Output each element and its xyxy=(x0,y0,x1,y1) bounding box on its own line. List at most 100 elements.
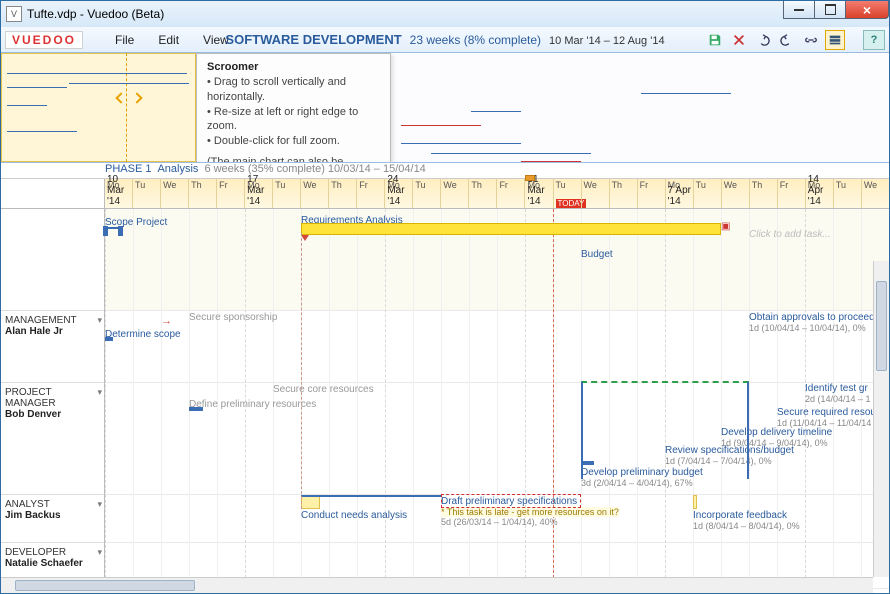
project-dates: 10 Mar '14 – 12 Aug '14 xyxy=(549,35,665,47)
day-column: Th xyxy=(468,179,496,208)
maximize-button[interactable] xyxy=(814,1,846,19)
scroomer-spark xyxy=(401,143,521,144)
expand-icon[interactable]: ▣ xyxy=(721,221,730,232)
task[interactable]: Conduct needs analysis xyxy=(301,496,407,521)
link-icon[interactable] xyxy=(801,30,821,50)
scrollbar-thumb[interactable] xyxy=(876,281,887,371)
row-label[interactable]: ANALYSTJim Backus▾ xyxy=(1,495,104,543)
titlebar[interactable]: V Tufte.vdp - Vuedoo (Beta) xyxy=(1,1,889,27)
late-task-outline xyxy=(441,494,581,508)
scroomer-spark xyxy=(69,83,189,84)
time-header[interactable]: Mo10 Mar '14TuWeThFrMo17 Mar '14TuWeThFr… xyxy=(1,179,889,209)
tooltip-title: Scroomer xyxy=(207,61,258,73)
day-column: Fr xyxy=(216,179,244,208)
day-column: Th xyxy=(328,179,356,208)
task[interactable]: Identify test gr2d (14/04/14 – 1 xyxy=(805,383,871,404)
day-column: Tu xyxy=(132,179,160,208)
gantt-chart[interactable]: Scope ProjectRequirements Analysis▣Budge… xyxy=(105,209,889,593)
row-label[interactable] xyxy=(1,209,104,311)
menu-file[interactable]: File xyxy=(115,33,134,47)
day-column: We xyxy=(581,179,609,208)
scroomer-spark xyxy=(521,161,581,162)
day-column: TuTODAY xyxy=(553,179,581,208)
day-column: We xyxy=(440,179,468,208)
day-column: We xyxy=(300,179,328,208)
task-label: Incorporate feedback xyxy=(693,510,800,521)
phase-name: Analysis xyxy=(157,163,198,175)
scrollbar-thumb[interactable] xyxy=(15,580,195,591)
day-column: Fr xyxy=(637,179,665,208)
task[interactable]: Obtain approvals to proceed1d (10/04/14 … xyxy=(749,312,875,333)
task-subtext: 5d (26/03/14 – 1/04/14), 40% xyxy=(441,517,619,527)
horizontal-scrollbar[interactable] xyxy=(1,577,873,593)
row-labels: MANAGEMENTAlan Hale Jr▾PROJECT MANAGERBo… xyxy=(1,209,105,593)
project-summary: SOFTWARE DEVELOPMENT 23 weeks (8% comple… xyxy=(225,32,664,47)
window-buttons xyxy=(784,1,889,19)
task-label: Secure required resour xyxy=(777,407,879,418)
day-column: We xyxy=(861,179,889,208)
add-task-placeholder[interactable]: Click to add task... xyxy=(749,229,831,240)
tooltip-footer: (The main chart can also be panned direc… xyxy=(207,155,380,163)
minimize-button[interactable] xyxy=(783,1,815,19)
scroomer-today-line xyxy=(126,53,127,162)
app-window: V Tufte.vdp - Vuedoo (Beta) VUEDOO File … xyxy=(0,0,890,594)
task-label: Secure core resources xyxy=(273,384,374,395)
scroomer-spark xyxy=(401,125,481,126)
dependency-arrow-icon xyxy=(301,235,309,241)
menu-edit[interactable]: Edit xyxy=(158,33,179,47)
task[interactable]: Determine scope xyxy=(105,325,181,340)
scroomer-spark xyxy=(471,111,521,112)
grid-view-icon[interactable] xyxy=(825,30,845,50)
day-column: Mo7 Apr '14 xyxy=(665,179,693,208)
day-column: Fr xyxy=(356,179,384,208)
day-column: Mo10 Mar '14 xyxy=(105,179,132,208)
vertical-scrollbar[interactable] xyxy=(873,261,889,577)
day-column: Tu xyxy=(412,179,440,208)
close-button[interactable] xyxy=(845,1,889,19)
task[interactable]: Budget xyxy=(581,249,613,260)
day-column: We xyxy=(160,179,188,208)
group-box xyxy=(581,381,749,479)
task-label: Determine scope xyxy=(105,329,181,340)
task[interactable]: Incorporate feedback1d (8/04/14 – 8/04/1… xyxy=(693,496,800,531)
dependency-arrow-icon: → xyxy=(161,315,172,327)
task-bar[interactable] xyxy=(301,223,721,235)
redo-icon[interactable] xyxy=(777,30,797,50)
task-subtext: 3d (2/04/14 – 4/04/14), 67% xyxy=(581,478,703,488)
task-subtext: 1d (10/04/14 – 10/04/14), 0% xyxy=(749,323,875,333)
phase-end-marker[interactable] xyxy=(525,175,535,181)
task[interactable]: Scope Project xyxy=(105,215,167,228)
app-icon: V xyxy=(6,6,22,22)
row-label[interactable]: MANAGEMENTAlan Hale Jr▾ xyxy=(1,311,104,383)
task[interactable]: Secure core resources xyxy=(273,384,374,395)
day-column: Th xyxy=(749,179,777,208)
delete-icon[interactable] xyxy=(729,30,749,50)
scroomer-spark xyxy=(7,87,67,88)
day-column: Mo31 Mar '14 xyxy=(524,179,552,208)
task-label: Obtain approvals to proceed xyxy=(749,312,875,323)
help-icon[interactable]: ? xyxy=(863,30,885,50)
day-column: Tu xyxy=(693,179,721,208)
row-label[interactable]: PROJECT MANAGERBob Denver▾ xyxy=(1,383,104,495)
task[interactable]: Secure required resour1d (11/04/14 – 11/… xyxy=(777,407,879,428)
day-column: Mo14 Apr '14 xyxy=(805,179,833,208)
scroomer-spark xyxy=(7,131,77,132)
toolbar-icons: ? xyxy=(705,30,885,50)
scroomer-viewport[interactable] xyxy=(1,53,196,162)
task-label: Conduct needs analysis xyxy=(301,510,407,521)
task-note: * This task is late - get more resources… xyxy=(441,507,619,517)
task-label: Secure sponsorship xyxy=(189,312,277,323)
save-icon[interactable] xyxy=(705,30,725,50)
tooltip-line: Double-click for full zoom. xyxy=(214,135,340,147)
task[interactable]: Secure sponsorship xyxy=(189,312,277,323)
scroomer-overview[interactable]: Scroomer • Drag to scroll vertically and… xyxy=(1,53,889,163)
scroomer-spark xyxy=(641,93,731,94)
time-scale[interactable]: Mo10 Mar '14TuWeThFrMo17 Mar '14TuWeThFr… xyxy=(105,179,889,208)
scroomer-handle-icon[interactable] xyxy=(120,89,138,107)
tooltip-line: Drag to scroll vertically and horizontal… xyxy=(207,76,346,103)
task-label: Define preliminary resources xyxy=(189,399,316,410)
phase-header: PHASE 1 Analysis 6 weeks (35% complete) … xyxy=(1,163,889,179)
task-label: Budget xyxy=(581,249,613,260)
undo-icon[interactable] xyxy=(753,30,773,50)
task[interactable]: Define preliminary resources xyxy=(189,395,316,410)
